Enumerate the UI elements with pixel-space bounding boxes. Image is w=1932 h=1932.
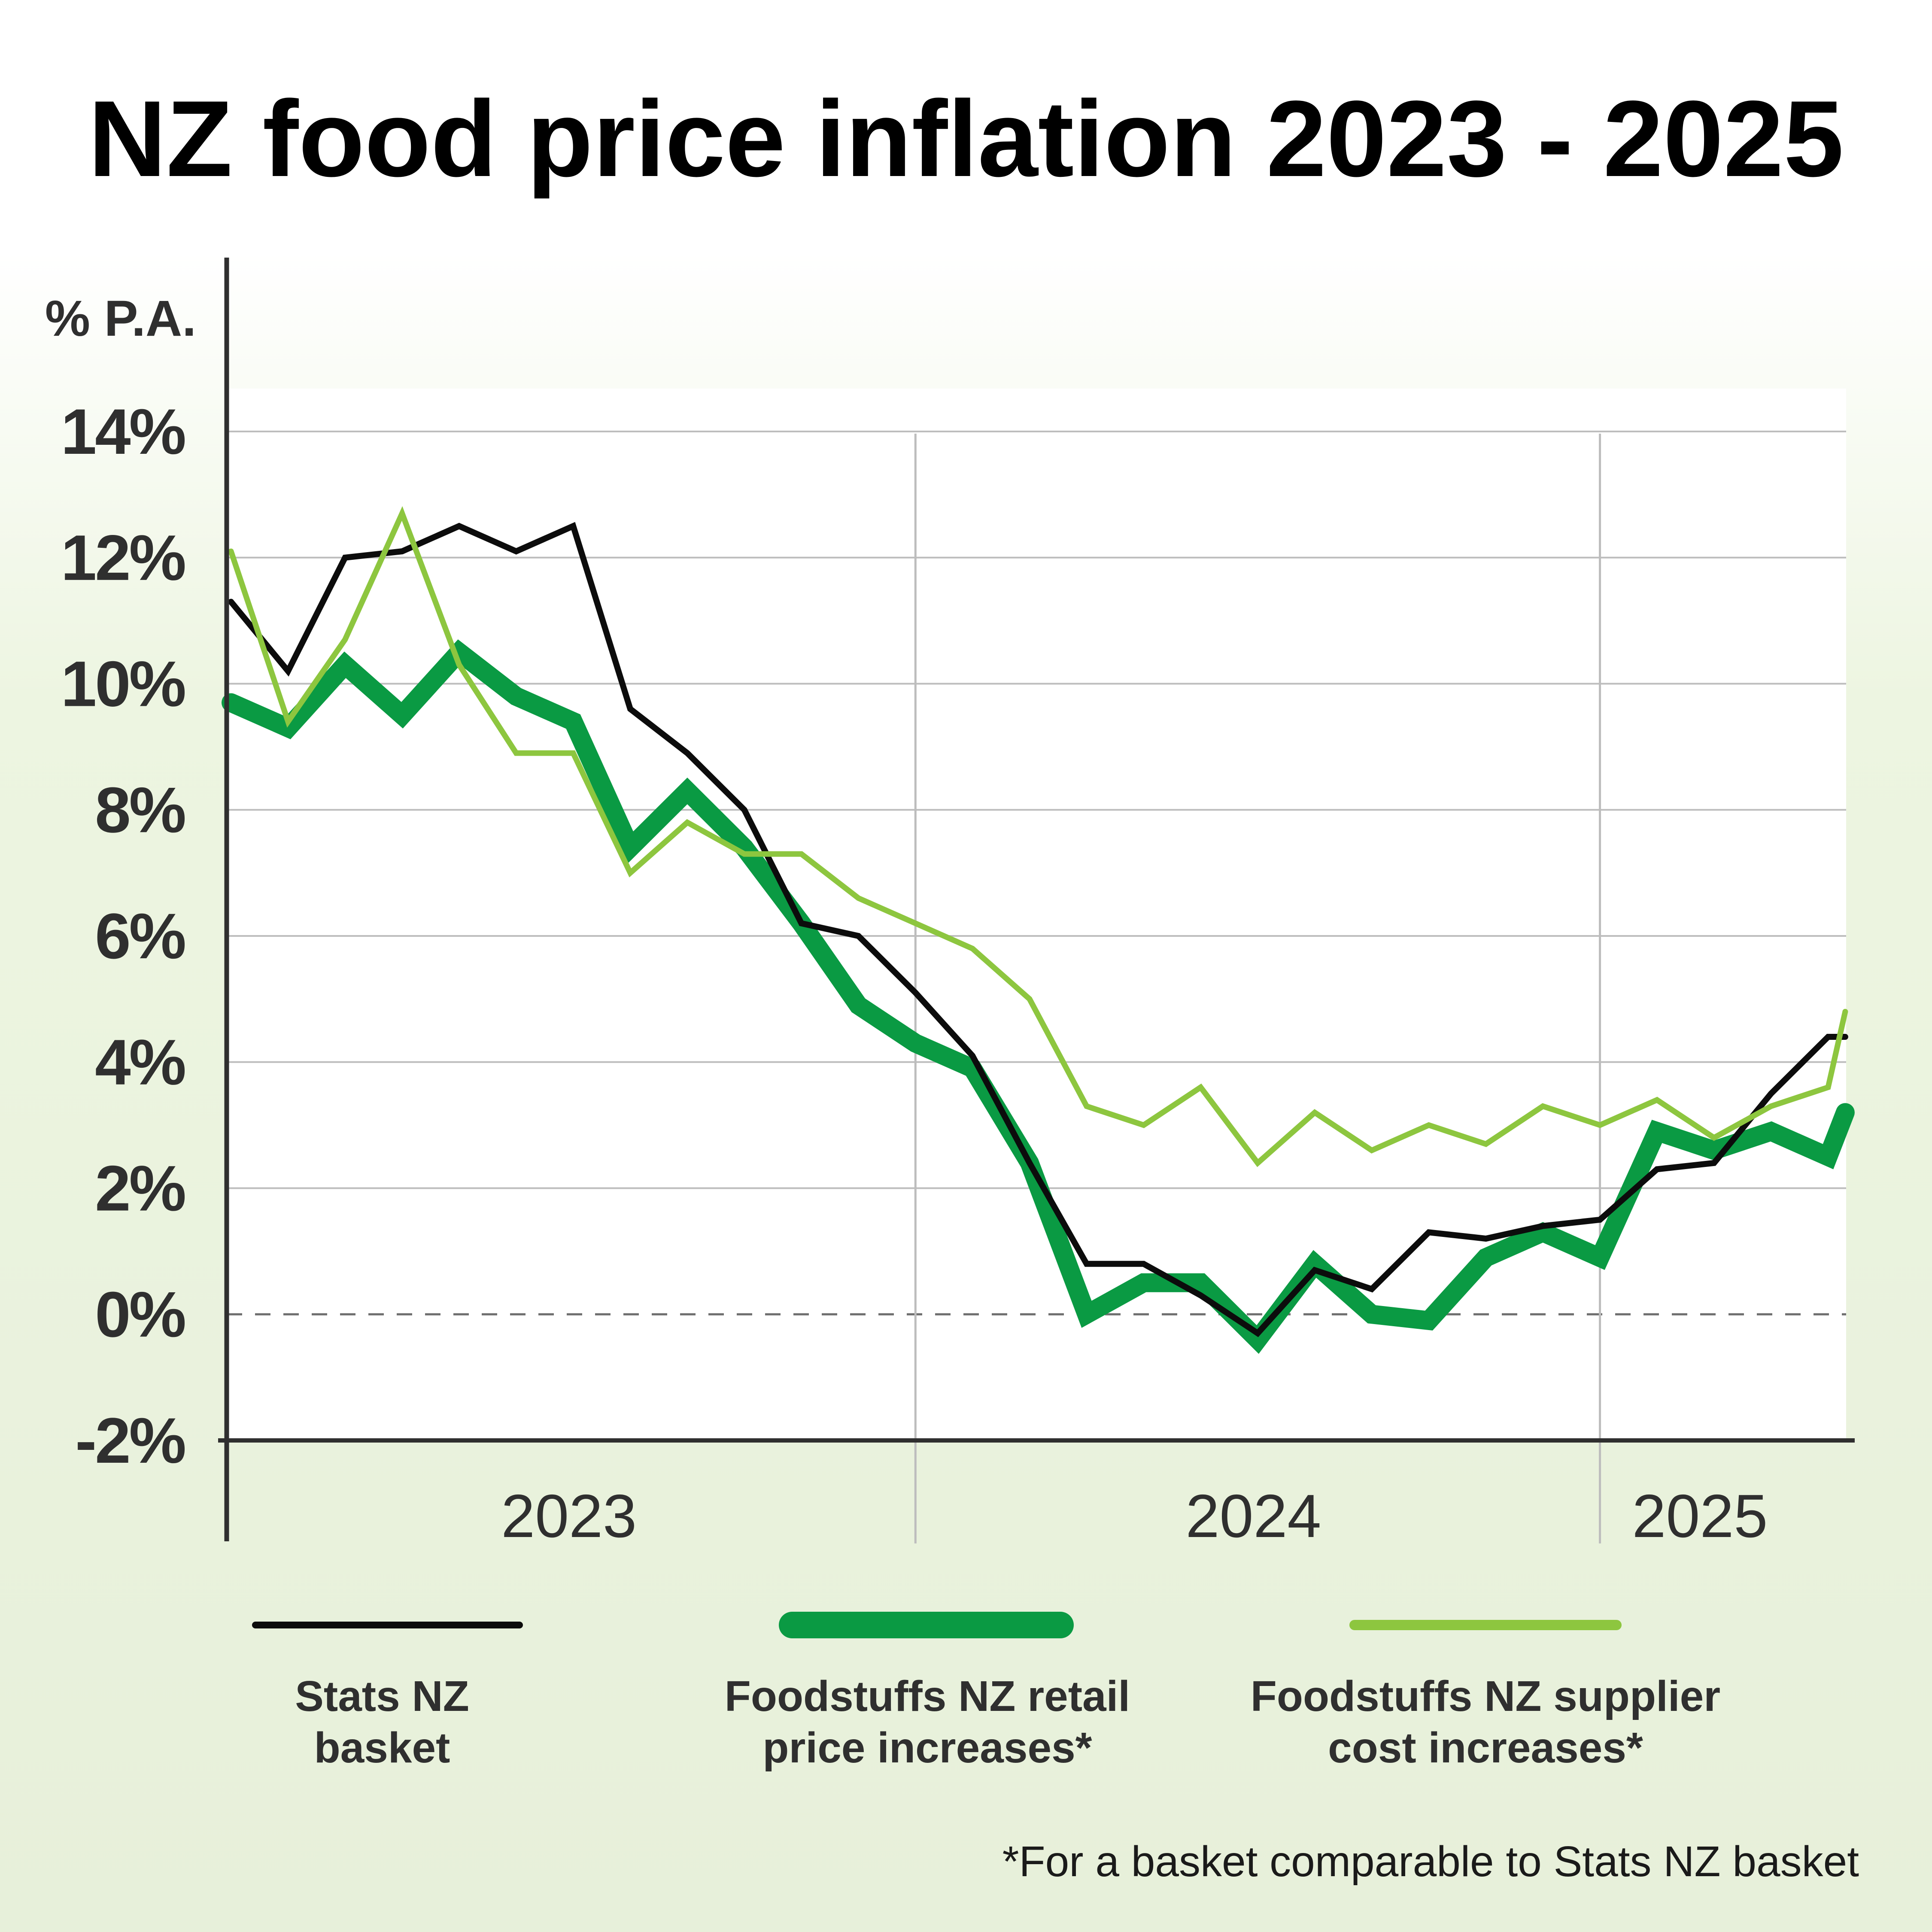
y-tick-label: -2% — [75, 1404, 185, 1476]
y-axis-label: % P.A. — [45, 290, 196, 347]
plot-area — [227, 389, 1846, 1443]
y-tick-label: 4% — [95, 1026, 185, 1098]
legend-label: basket — [314, 1724, 450, 1772]
legend-label: cost increases* — [1328, 1724, 1643, 1772]
legend-label: price increases* — [762, 1724, 1092, 1772]
x-tick-label: 2025 — [1632, 1482, 1768, 1550]
series-line-1 — [228, 522, 1848, 1337]
legend-label: Foodstuffs NZ retail — [725, 1672, 1130, 1720]
x-tick-label: 2024 — [1185, 1482, 1321, 1550]
legend-label: Foodstuffs NZ supplier — [1251, 1672, 1720, 1720]
x-tick-labels: 2023 2024 2025 — [501, 1482, 1768, 1550]
chart-title: NZ food price inflation 2023 - 2025 — [88, 79, 1844, 199]
x-tick-label: 2023 — [501, 1482, 637, 1550]
axes — [218, 258, 1855, 1541]
series-line-2 — [222, 639, 1855, 1354]
y-tick-label: 6% — [95, 900, 185, 972]
legend-label: Stats NZ — [295, 1672, 469, 1720]
y-tick-label: 0% — [95, 1278, 185, 1350]
y-tick-label: 10% — [61, 648, 185, 720]
footnote: *For a basket comparable to Stats NZ bas… — [1002, 1838, 1859, 1886]
y-tick-label: 2% — [95, 1152, 185, 1224]
y-tick-labels: 14% 12% 10% 8% 6% 4% 2% 0% -2% — [61, 395, 187, 1476]
series-lines — [222, 506, 1855, 1354]
y-tick-label: 14% — [61, 395, 185, 468]
y-tick-label: 8% — [95, 774, 185, 846]
series-line-3 — [228, 506, 1848, 1167]
y-tick-label: 12% — [61, 522, 185, 594]
